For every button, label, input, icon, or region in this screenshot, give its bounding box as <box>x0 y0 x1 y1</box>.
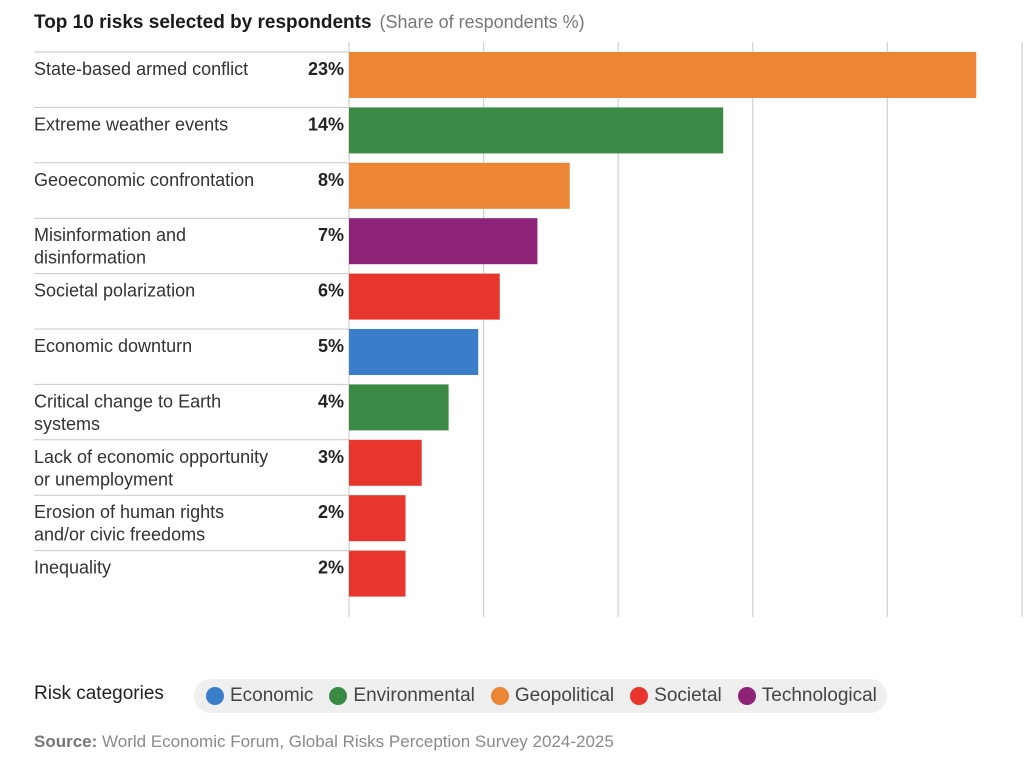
legend-title: Risk categories <box>34 683 164 704</box>
category-label-line: Inequality <box>34 558 111 578</box>
value-label: 14% <box>308 114 344 134</box>
chart-title-row: Top 10 risks selected by respondents (Sha… <box>34 12 585 34</box>
category-label-line: disinformation <box>34 248 146 268</box>
bar <box>349 273 500 320</box>
legend-item-technological: Technological <box>737 685 877 707</box>
legend-item-geopolitical: Geopolitical <box>490 685 615 707</box>
category-label-line: Societal polarization <box>34 281 195 301</box>
source-note: Source: World Economic Forum, Global Ris… <box>34 732 614 752</box>
category-label: Extreme weather events <box>34 114 228 134</box>
legend-item-environmental: Environmental <box>329 685 475 707</box>
category-label-line: Economic downturn <box>34 336 192 356</box>
chart-title: Top 10 risks selected by respondents <box>34 12 372 33</box>
category-label-line: and/or civic freedoms <box>34 525 205 545</box>
bar <box>349 218 538 265</box>
legend-label: Economic <box>230 685 314 706</box>
category-label-line: Extreme weather events <box>34 114 228 134</box>
legend-label: Societal <box>654 685 722 706</box>
category-label-line: Critical change to Earth <box>34 391 221 411</box>
category-label-line: systems <box>34 414 100 434</box>
bar <box>349 495 406 542</box>
legend: Economic Environmental Geopolitical Soci… <box>194 679 887 713</box>
legend-swatch-economic <box>206 687 224 705</box>
value-label: 7% <box>318 225 344 245</box>
legend-swatch-geopolitical <box>490 687 509 705</box>
legend-swatch-societal <box>630 687 649 705</box>
category-label: Critical change to Earth systems <box>34 391 221 434</box>
category-label: Societal polarization <box>34 281 195 301</box>
bar <box>349 384 449 431</box>
legend-swatch-environmental <box>329 687 348 705</box>
bar <box>349 329 479 375</box>
category-label: Inequality <box>34 558 111 578</box>
category-label-line: Erosion of human rights <box>34 502 224 522</box>
category-label: Misinformation and disinformation <box>34 225 186 268</box>
category-label: Lack of economic opportunity or unemploym… <box>34 447 268 490</box>
value-label: 23% <box>308 59 344 79</box>
source-text: World Economic Forum, Global Risks Perce… <box>102 732 614 751</box>
category-label-line: State-based armed conflict <box>34 59 248 79</box>
bar <box>349 550 406 597</box>
value-label: 5% <box>318 336 344 356</box>
category-label-line: Geoeconomic confrontation <box>34 170 254 190</box>
bar <box>349 52 977 98</box>
category-label-line: Lack of economic opportunity <box>34 447 268 467</box>
source-label: Source: <box>34 732 98 751</box>
value-label: 4% <box>318 391 344 411</box>
bar <box>349 439 422 486</box>
bar-chart: 23% State-based armed conflict 14% Extreme … <box>34 42 1023 617</box>
legend-label: Geopolitical <box>514 685 615 706</box>
bar <box>349 162 570 209</box>
bar <box>349 107 724 154</box>
legend-item-economic: Economic <box>206 685 313 707</box>
category-label-line: Misinformation and <box>34 225 186 245</box>
category-label-line: or unemployment <box>34 469 173 489</box>
legend-item-societal: Societal <box>630 685 722 707</box>
value-label: 2% <box>318 502 344 522</box>
value-label: 6% <box>318 281 344 301</box>
chart-subtitle: (Share of respondents %) <box>379 12 585 32</box>
legend-label: Technological <box>761 685 877 706</box>
legend-swatch-technological <box>737 687 756 705</box>
category-label: Geoeconomic confrontation <box>34 170 254 190</box>
value-label: 3% <box>318 447 344 467</box>
category-label: Economic downturn <box>34 336 192 356</box>
category-label: State-based armed conflict <box>34 59 248 79</box>
legend-label: Environmental <box>353 685 475 706</box>
value-label: 2% <box>318 558 344 578</box>
category-label: Erosion of human rights and/or civic free… <box>34 502 224 545</box>
value-label: 8% <box>318 170 344 190</box>
